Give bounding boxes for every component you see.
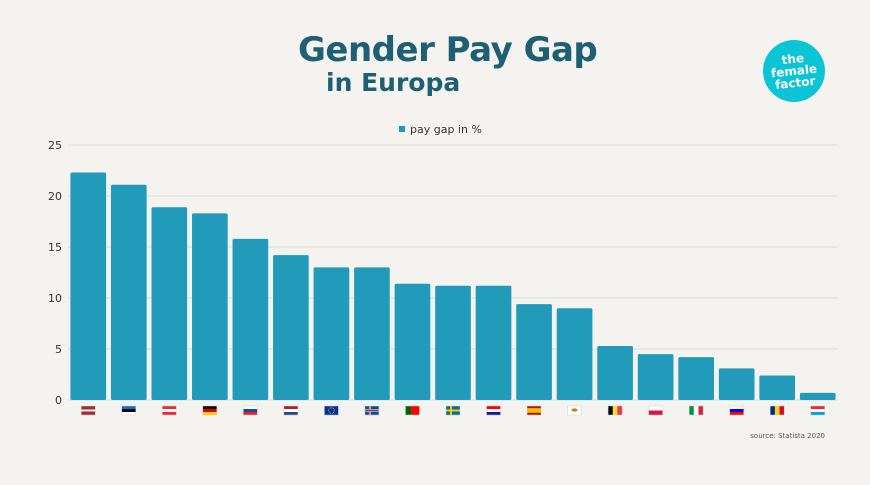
portugal-flag-icon	[405, 405, 420, 416]
sweden-flag-icon	[445, 405, 461, 416]
chart-title: Gender Pay Gap in Europa	[0, 0, 870, 110]
romania-flag-icon	[769, 405, 785, 416]
legend-swatch	[399, 126, 405, 132]
bar	[394, 283, 431, 400]
bar	[475, 285, 512, 400]
bar	[759, 375, 796, 400]
netherlands-flag-icon	[283, 405, 299, 416]
germany-flag-icon	[202, 405, 218, 416]
belgium-flag-icon	[607, 405, 623, 416]
bar	[516, 304, 552, 400]
croatia-flag-icon	[486, 405, 501, 416]
bar	[151, 207, 188, 400]
estonia-flag-icon	[121, 405, 137, 416]
bar	[313, 267, 350, 400]
bar	[597, 345, 633, 400]
bar	[718, 368, 755, 400]
y-tick-label: 15	[48, 241, 62, 254]
y-tick-label: 20	[48, 190, 62, 203]
legend-label: pay gap in %	[410, 122, 482, 136]
cyprus-flag-icon	[567, 405, 582, 416]
bar	[110, 184, 147, 400]
title-line-1: Gender Pay Gap	[298, 30, 598, 70]
y-tick-label: 10	[48, 292, 62, 305]
source-note: source: Statista 2020	[750, 432, 825, 440]
latvia-flag-icon	[81, 405, 96, 416]
iceland-flag-icon	[364, 405, 380, 416]
eu-flag-icon	[324, 405, 339, 416]
y-tick-label: 0	[55, 394, 62, 407]
slovakia-flag-icon	[243, 405, 258, 416]
y-tick-label: 25	[48, 139, 62, 152]
chart-legend: pay gap in %	[399, 122, 482, 136]
bar	[678, 357, 714, 400]
bar	[232, 238, 269, 400]
luxembourg-flag-icon	[810, 405, 825, 416]
bar	[799, 392, 836, 400]
title-line-2: in Europa	[326, 68, 461, 97]
y-tick-label: 5	[55, 343, 62, 356]
bar	[70, 172, 107, 400]
the-female-factor-logo: the female factor	[763, 40, 825, 102]
bar	[273, 255, 309, 400]
spain-flag-icon	[526, 405, 542, 416]
bar	[637, 354, 674, 400]
slovenia-flag-icon	[729, 405, 744, 416]
italy-flag-icon	[688, 405, 704, 416]
bar	[556, 308, 593, 400]
bar	[354, 267, 390, 400]
poland-flag-icon	[648, 405, 663, 416]
bar	[192, 213, 228, 400]
bar	[435, 285, 471, 400]
austria-flag-icon	[162, 405, 177, 416]
